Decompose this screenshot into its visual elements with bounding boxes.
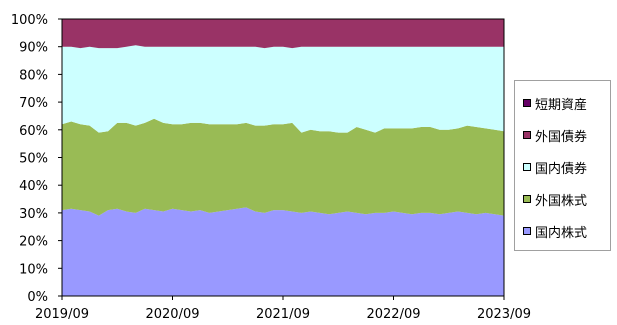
legend-swatch bbox=[523, 99, 531, 107]
y-tick-label: 100% bbox=[11, 13, 48, 28]
legend-item: 外国債券 bbox=[523, 127, 588, 145]
y-axis: 0% 10% 20% 30% 40% 50% 60% 70% 80% 90% 100% bbox=[11, 13, 62, 305]
area-外国債券 bbox=[62, 19, 504, 49]
y-tick-label: 50% bbox=[19, 152, 48, 167]
legend-label: 外国債券 bbox=[535, 129, 588, 145]
y-tick-label: 10% bbox=[19, 262, 48, 277]
area-国内債券 bbox=[62, 45, 504, 133]
legend-item: 外国株式 bbox=[523, 191, 588, 209]
x-tick-label: 2023/09 bbox=[477, 307, 531, 322]
area-layers bbox=[62, 19, 504, 296]
y-tick-label: 90% bbox=[19, 41, 48, 56]
legend: 短期資産外国債券国内債券外国株式国内株式 bbox=[514, 80, 611, 251]
y-tick-label: 20% bbox=[19, 235, 48, 250]
area-外国株式 bbox=[62, 118, 504, 216]
y-tick-label: 0% bbox=[27, 290, 48, 305]
x-tick-label: 2021/09 bbox=[256, 307, 310, 322]
y-tick-label: 40% bbox=[19, 179, 48, 194]
y-tick-label: 70% bbox=[19, 96, 48, 111]
x-tick-label: 2020/09 bbox=[145, 307, 199, 322]
legend-swatch bbox=[523, 131, 531, 139]
legend-label: 国内株式 bbox=[535, 225, 588, 241]
legend-item: 国内株式 bbox=[523, 223, 588, 241]
legend-item: 短期資産 bbox=[523, 95, 588, 113]
legend-label: 外国株式 bbox=[535, 193, 588, 209]
y-tick-label: 80% bbox=[19, 68, 48, 83]
legend-swatch bbox=[523, 227, 531, 235]
legend-label: 国内債券 bbox=[535, 161, 588, 177]
x-tick-label: 2022/09 bbox=[366, 307, 420, 322]
x-axis: 2019/09 2020/09 2021/09 2022/09 2023/09 bbox=[35, 296, 531, 322]
x-tick-label: 2019/09 bbox=[35, 307, 89, 322]
y-tick-label: 30% bbox=[19, 207, 48, 222]
legend-label: 短期資産 bbox=[535, 97, 588, 113]
legend-swatch bbox=[523, 163, 531, 171]
legend-item: 国内債券 bbox=[523, 159, 588, 177]
y-tick-label: 60% bbox=[19, 124, 48, 139]
area-国内株式 bbox=[62, 207, 504, 296]
legend-swatch bbox=[523, 195, 531, 203]
